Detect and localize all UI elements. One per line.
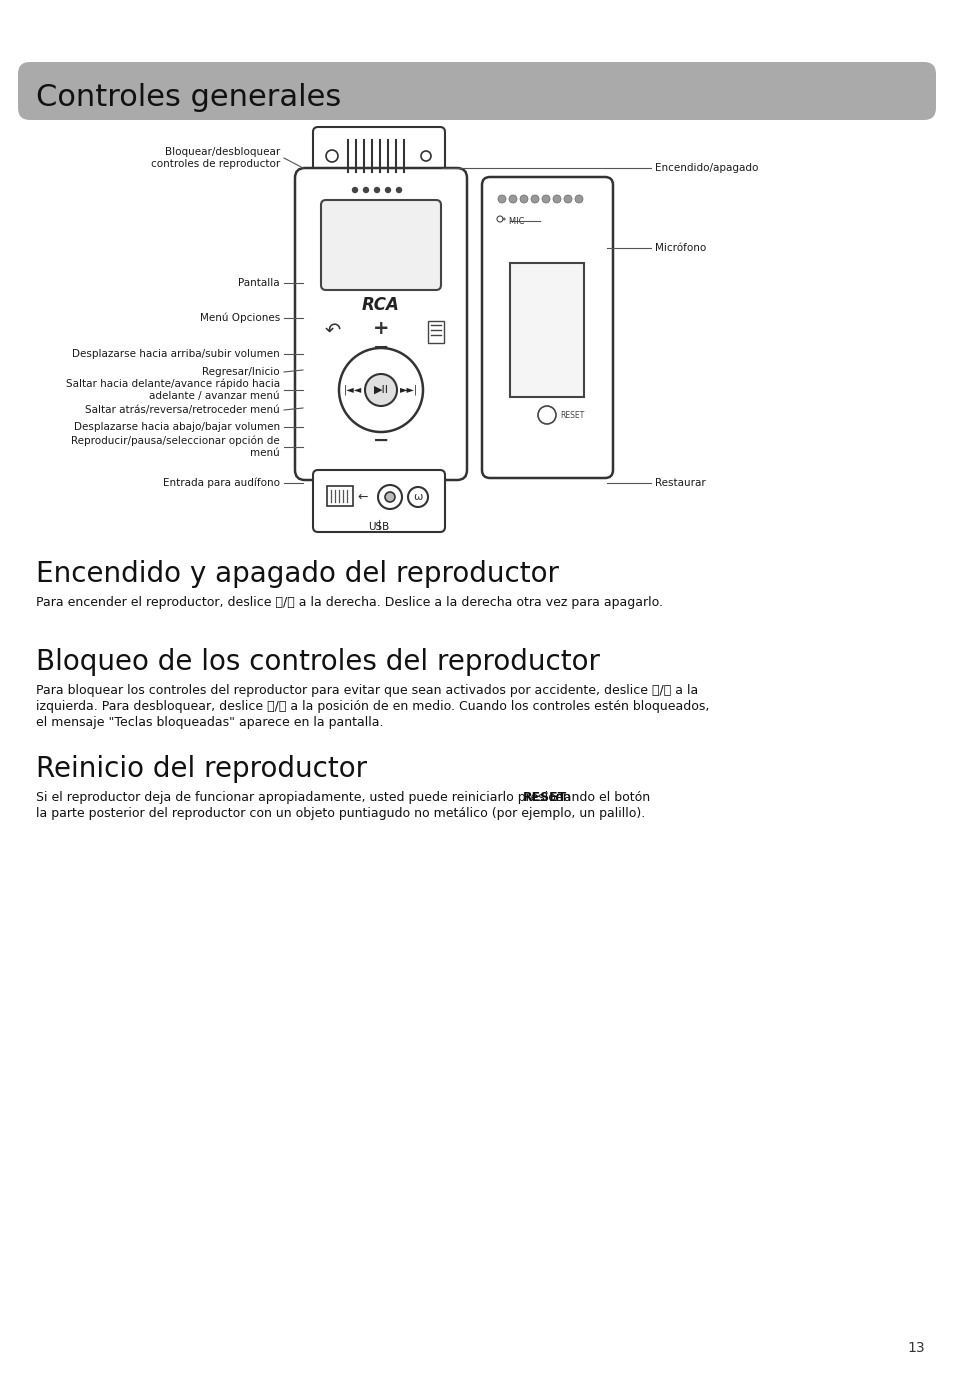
Circle shape (396, 187, 401, 192)
Text: izquierda. Para desbloquear, deslice ⏻/🔒 a la posición de en medio. Cuando los c: izquierda. Para desbloquear, deslice ⏻/🔒… (36, 699, 709, 713)
Text: RESET: RESET (559, 411, 583, 419)
Circle shape (365, 374, 396, 405)
FancyBboxPatch shape (428, 322, 443, 344)
Text: Saltar hacia delante/avance rápido hacia
adelante / avanzar menú: Saltar hacia delante/avance rápido hacia… (66, 379, 280, 401)
Text: Pantalla: Pantalla (238, 278, 280, 289)
Text: el mensaje "Teclas bloqueadas" aparece en la pantalla.: el mensaje "Teclas bloqueadas" aparece e… (36, 716, 383, 730)
Circle shape (497, 195, 505, 203)
Circle shape (352, 187, 357, 192)
Text: Micrófono: Micrófono (655, 243, 705, 253)
Text: ↶: ↶ (324, 320, 341, 339)
Text: Para encender el reproductor, deslice ⏻/🔒 a la derecha. Deslice a la derecha otr: Para encender el reproductor, deslice ⏻/… (36, 596, 662, 609)
FancyBboxPatch shape (294, 168, 467, 480)
Circle shape (575, 195, 582, 203)
Text: Saltar atrás/reversa/retroceder menú: Saltar atrás/reversa/retroceder menú (85, 405, 280, 415)
Text: Reproducir/pausa/seleccionar opción de
menú: Reproducir/pausa/seleccionar opción de m… (71, 436, 280, 458)
Text: Reinicio del reproductor: Reinicio del reproductor (36, 754, 367, 783)
Text: RCA: RCA (362, 295, 399, 315)
Text: USB: USB (368, 522, 389, 532)
FancyBboxPatch shape (313, 126, 444, 185)
FancyBboxPatch shape (510, 262, 583, 397)
Text: |◄◄: |◄◄ (343, 385, 362, 396)
Text: ω: ω (413, 492, 422, 502)
Text: −: − (373, 338, 389, 356)
Text: −: − (373, 430, 389, 449)
Text: 13: 13 (906, 1341, 923, 1355)
Circle shape (385, 492, 395, 502)
Text: Si el reproductor deja de funcionar apropiadamente, usted puede reiniciarlo pres: Si el reproductor deja de funcionar apro… (36, 791, 654, 804)
Text: Controles generales: Controles generales (36, 82, 341, 111)
FancyBboxPatch shape (320, 201, 440, 290)
Text: Regresar/Inicio: Regresar/Inicio (202, 367, 280, 376)
Text: * MIC: * MIC (501, 217, 524, 225)
FancyBboxPatch shape (18, 62, 935, 120)
Text: RESET: RESET (522, 791, 567, 804)
Text: Menú Opciones: Menú Opciones (199, 313, 280, 323)
FancyBboxPatch shape (327, 486, 353, 506)
Text: +: + (373, 319, 389, 338)
FancyBboxPatch shape (313, 470, 444, 532)
Circle shape (563, 195, 572, 203)
Text: Bloquear/desbloquear
controles de reproductor: Bloquear/desbloquear controles de reprod… (151, 147, 280, 169)
Text: en: en (550, 791, 570, 804)
Text: ▶II: ▶II (374, 385, 388, 394)
Circle shape (363, 187, 368, 192)
Text: Desplazarse hacia abajo/bajar volumen: Desplazarse hacia abajo/bajar volumen (73, 422, 280, 431)
FancyBboxPatch shape (481, 177, 613, 478)
Circle shape (553, 195, 560, 203)
Text: Para bloquear los controles del reproductor para evitar que sean activados por a: Para bloquear los controles del reproduc… (36, 684, 698, 697)
Text: ←: ← (357, 491, 368, 503)
Text: la parte posterior del reproductor con un objeto puntiagudo no metálico (por eje: la parte posterior del reproductor con u… (36, 807, 644, 820)
Text: Desplazarse hacia arriba/subir volumen: Desplazarse hacia arriba/subir volumen (72, 349, 280, 359)
Circle shape (385, 187, 390, 192)
Text: Encendido/apagado: Encendido/apagado (655, 164, 758, 173)
Text: Encendido y apagado del reproductor: Encendido y apagado del reproductor (36, 561, 558, 588)
Circle shape (531, 195, 538, 203)
Text: Bloqueo de los controles del reproductor: Bloqueo de los controles del reproductor (36, 649, 599, 676)
Circle shape (541, 195, 550, 203)
Text: Restaurar: Restaurar (655, 478, 705, 488)
Circle shape (509, 195, 517, 203)
Circle shape (519, 195, 527, 203)
Text: ►►|: ►►| (399, 385, 417, 396)
Circle shape (375, 187, 379, 192)
Text: Entrada para audífono: Entrada para audífono (163, 478, 280, 488)
